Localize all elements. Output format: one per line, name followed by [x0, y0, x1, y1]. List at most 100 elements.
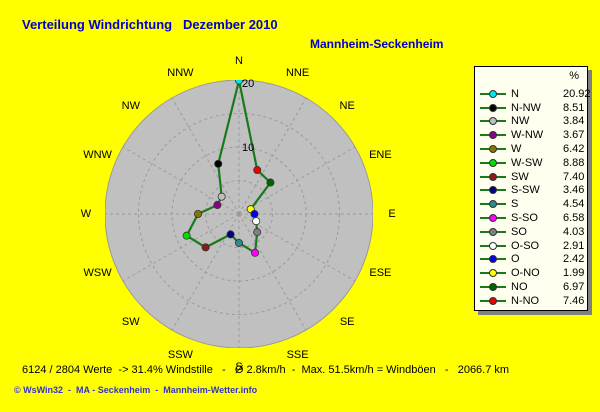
legend-value: 2.42 [563, 253, 585, 266]
radial-tick-label-10: 10 [242, 142, 255, 155]
legend-row[interactable]: S-SW 3.46 [475, 184, 587, 198]
legend-marker-icon [480, 115, 506, 127]
polar-svg [105, 80, 373, 348]
legend-value: 3.84 [563, 115, 585, 128]
legend-row[interactable]: W 6.42 [475, 142, 587, 156]
legend-label: O-SO [511, 239, 540, 252]
legend-row[interactable]: W-SW 8.88 [475, 156, 587, 170]
legend-value: 2.91 [563, 239, 585, 252]
legend-marker-icon [480, 212, 506, 224]
legend-row[interactable]: S 4.54 [475, 197, 587, 211]
data-point-marker[interactable] [250, 209, 259, 218]
legend-marker-icon [480, 281, 506, 293]
legend-row[interactable]: SW 7.40 [475, 170, 587, 184]
legend-value: 7.40 [563, 170, 585, 183]
radial-tick-label-20: 20 [242, 78, 255, 91]
data-point-marker[interactable] [252, 217, 261, 226]
legend-value: 20.92 [563, 87, 591, 100]
compass-label-nne: NNE [285, 66, 310, 79]
legend-rows: N 20.92 N-NW 8.51 NW 3.84 W-NW 3.67 W 6.42 W-SW 8.8… [475, 87, 591, 308]
legend-label: O-NO [511, 267, 540, 280]
legend-label: W-SW [511, 156, 543, 169]
data-point-marker[interactable] [266, 178, 275, 187]
compass-label-n: N [235, 55, 243, 67]
compass-label-ene: ENE [369, 149, 392, 162]
compass-label-sse: SSE [286, 349, 309, 362]
compass-label-nnw: NNW [167, 66, 194, 79]
legend-value: 4.03 [563, 225, 585, 238]
compass-label-ese: ESE [369, 266, 392, 279]
legend-label: W-NW [511, 129, 544, 142]
legend-percent-header: % [569, 70, 579, 82]
legend-marker-icon [480, 226, 506, 238]
data-point-marker[interactable] [213, 201, 222, 210]
legend-label: NW [511, 115, 530, 128]
legend-label: SO [511, 225, 527, 238]
polar-gridlines [105, 80, 373, 348]
legend-label: S-SO [511, 212, 538, 225]
legend-row[interactable]: SO 4.03 [475, 225, 587, 239]
legend-row[interactable]: N-NO 7.46 [475, 294, 587, 308]
legend-label: N [511, 87, 519, 100]
data-point-marker[interactable] [182, 231, 191, 240]
legend-row[interactable]: N-NW 8.51 [475, 101, 587, 115]
legend-marker-icon [480, 253, 506, 265]
statistics-line: 6124 / 2804 Werte -> 31.4% Windstille - … [22, 364, 510, 376]
legend-row[interactable]: NW 3.84 [475, 115, 587, 129]
compass-label-sw: SW [121, 316, 140, 329]
data-point-marker[interactable] [253, 166, 262, 175]
legend-marker-icon [480, 88, 506, 100]
legend-marker-icon [480, 184, 506, 196]
data-point-marker[interactable] [201, 243, 210, 252]
data-point-marker[interactable] [251, 248, 260, 257]
legend-value: 3.46 [563, 184, 585, 197]
legend-row[interactable]: N 20.92 [475, 87, 591, 101]
legend-label: SW [511, 170, 529, 183]
legend-label: S-SW [511, 184, 540, 197]
legend-label: W [511, 143, 522, 156]
legend-marker-icon [480, 143, 506, 155]
legend-row[interactable]: O-SO 2.91 [475, 239, 587, 253]
legend-marker-icon [480, 240, 506, 252]
compass-label-nw: NW [121, 99, 140, 112]
compass-label-wnw: WNW [83, 149, 112, 162]
legend-marker-icon [480, 198, 506, 210]
station-subtitle: Mannheim-Seckenheim [310, 37, 444, 51]
legend-label: O [511, 253, 520, 266]
compass-label-e: E [388, 208, 396, 220]
compass-label-ne: NE [339, 99, 355, 112]
legend-value: 6.97 [563, 281, 585, 294]
data-point-marker[interactable] [194, 209, 203, 218]
polar-plot-area: N NNE NE ENE E ESE SE SSE S SSW SW WSW W WNW NW NNW 20 10 [80, 55, 396, 373]
legend-row[interactable]: NO 6.97 [475, 280, 587, 294]
legend-row[interactable]: O 2.42 [475, 253, 587, 267]
legend-label: N-NW [511, 101, 541, 114]
legend-row[interactable]: S-SO 6.58 [475, 211, 587, 225]
legend-row[interactable]: O-NO 1.99 [475, 266, 587, 280]
legend-value: 7.46 [563, 294, 585, 307]
legend-value: 8.88 [563, 156, 585, 169]
legend-marker-icon [480, 102, 506, 114]
data-point-marker[interactable] [234, 238, 243, 247]
legend-label: NO [511, 281, 528, 294]
legend-row[interactable]: W-NW 3.67 [475, 128, 587, 142]
legend-marker-icon [480, 129, 506, 141]
legend-marker-icon [480, 295, 506, 307]
data-point-marker[interactable] [217, 192, 226, 201]
wind-rose-polar [105, 80, 373, 348]
legend-value: 6.42 [563, 143, 585, 156]
legend-marker-icon [480, 171, 506, 183]
legend-value: 3.67 [563, 129, 585, 142]
legend-box: % N 20.92 N-NW 8.51 NW 3.84 W-NW 3.67 W 6.42 W-SW 8… [474, 66, 591, 311]
legend-marker-icon [480, 157, 506, 169]
legend-value: 8.51 [563, 101, 585, 114]
compass-label-w: W [80, 208, 92, 220]
legend-label: S [511, 198, 519, 211]
data-point-marker[interactable] [226, 230, 235, 239]
data-point-marker[interactable] [253, 228, 262, 237]
data-point-marker[interactable] [235, 80, 243, 85]
credit-line: © WsWin32 - MA - Seckenheim - Mannheim-W… [14, 385, 258, 395]
compass-label-ssw: SSW [167, 349, 193, 362]
data-point-marker[interactable] [214, 159, 223, 168]
